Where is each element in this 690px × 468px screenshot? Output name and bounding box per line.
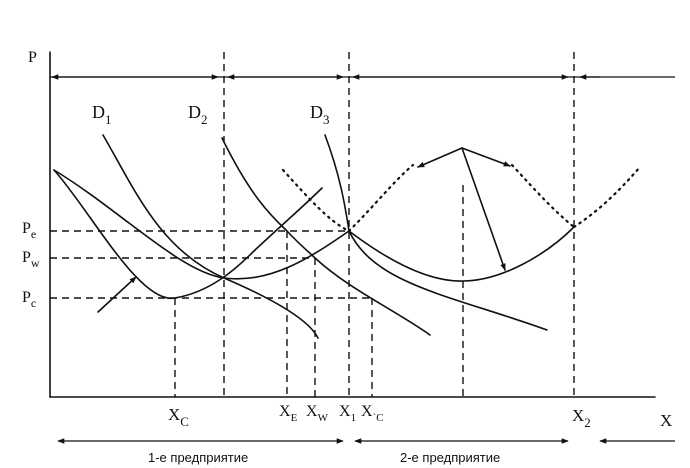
label-pc: Pc [22, 289, 36, 310]
label-x2: X2 [572, 406, 591, 430]
dotted-ext-middle [347, 163, 415, 233]
label-d2: D2 [188, 102, 208, 127]
label-d1: D1 [92, 102, 112, 127]
label-d3: D3 [310, 102, 330, 127]
cost-curve-firm2 [348, 226, 575, 282]
dotted-ext-right-a [510, 163, 576, 229]
demand-curve-d2 [221, 137, 431, 336]
arrow-to-firm1-curve [97, 276, 137, 313]
demand-curve-d1 [102, 134, 319, 339]
label-pe: Pe [22, 220, 36, 241]
label-x1: X1 [339, 403, 356, 424]
label-enterprise-2: 2-е предприятие [400, 450, 500, 465]
demand-curve-d3 [324, 134, 548, 331]
label-xw: XW [306, 403, 329, 424]
y-axis-label: P [28, 49, 37, 66]
dotted-ext-left [281, 168, 351, 233]
arrow-to-dotted-right [461, 147, 511, 167]
x-axis-label: X [660, 411, 672, 430]
cost-curve-firm1-lower [53, 169, 323, 299]
dotted-ext-right-b [572, 165, 642, 229]
label-xc-prime: X`C [361, 403, 384, 424]
arrow-to-dotted-left [417, 147, 463, 168]
label-enterprise-1: 1-е предприятие [148, 450, 248, 465]
cost-curve-firm1-upper [53, 169, 350, 280]
arrow-to-firm2-curve [461, 147, 506, 271]
label-xe: XE [279, 403, 298, 424]
label-pw: Pw [22, 249, 40, 270]
label-xc: XC [168, 405, 189, 429]
